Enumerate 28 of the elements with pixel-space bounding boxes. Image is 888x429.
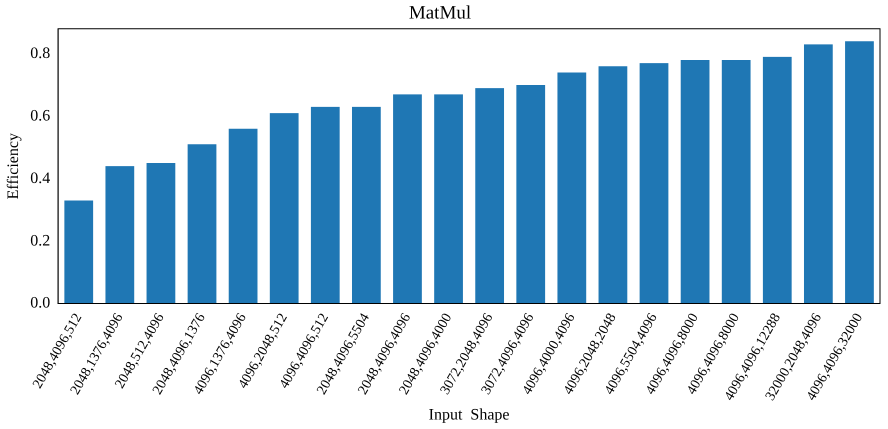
bar	[64, 200, 94, 304]
bar	[434, 94, 463, 304]
bar	[680, 60, 710, 304]
chart-title: MatMul	[408, 2, 472, 24]
bar	[188, 144, 216, 304]
y-tick-label: 0.8	[30, 44, 50, 62]
bar	[722, 60, 751, 304]
y-axis-title: Efficiency	[4, 132, 22, 200]
bar	[475, 88, 504, 304]
bar	[845, 41, 874, 304]
x-axis-title: Input Shape	[428, 406, 510, 424]
y-tick-label: 0.6	[30, 107, 50, 124]
bar	[516, 84, 546, 304]
y-tick-label: 0.0	[30, 294, 50, 312]
y-tick-label: 0.2	[30, 232, 50, 250]
bar	[393, 94, 422, 304]
bar	[105, 166, 134, 304]
bar	[352, 106, 381, 304]
bar	[310, 106, 340, 304]
bar	[557, 72, 586, 304]
bar	[146, 163, 176, 304]
bar	[804, 44, 833, 304]
y-tick-label: 0.4	[30, 170, 50, 187]
bar	[762, 56, 792, 304]
bar	[640, 63, 668, 304]
bar	[270, 113, 299, 304]
bar	[228, 128, 258, 304]
bar	[598, 66, 628, 304]
